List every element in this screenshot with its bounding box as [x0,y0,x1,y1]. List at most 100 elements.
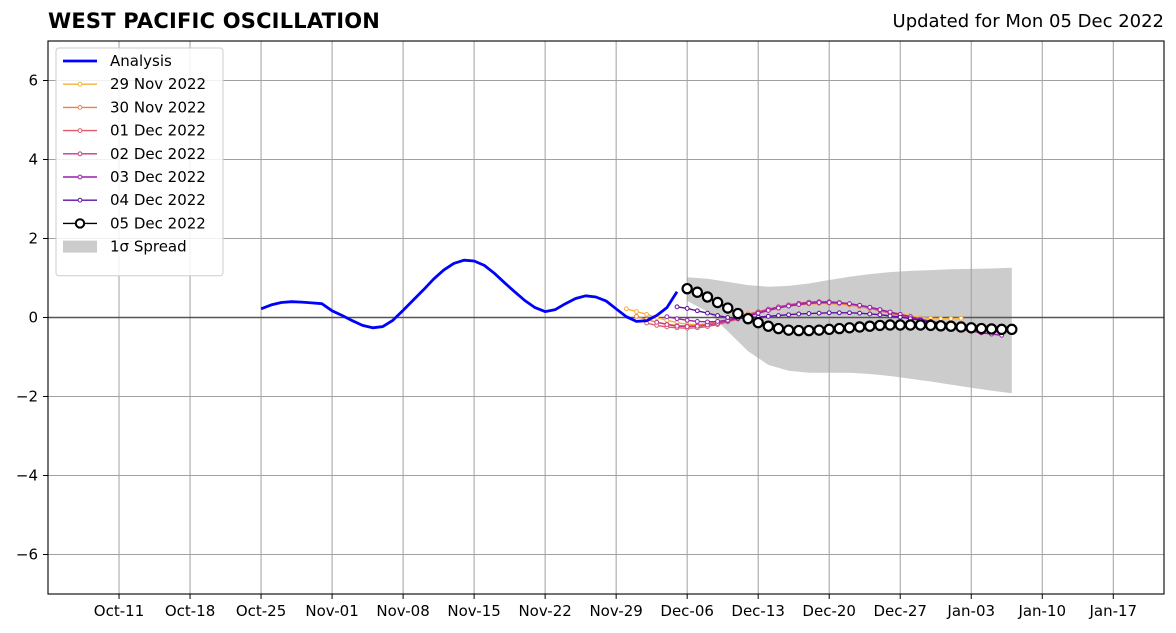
legend-marker [77,81,83,87]
data-point [985,323,998,335]
data-point [904,319,917,331]
data-point [948,316,954,322]
data-point [634,309,639,314]
legend-label: 30 Nov 2022 [110,98,206,116]
x-tick-label: Nov-01 [305,602,358,620]
data-point [806,311,812,316]
series-05-dec-2022 [681,282,1018,337]
data-point [705,319,710,325]
legend-item: 30 Nov 2022 [63,98,206,116]
data-point [681,282,693,295]
legend-item: 1σ Spread [63,238,187,256]
y-tick-label: −6 [16,546,38,564]
data-point [793,324,805,337]
data-point [995,323,1008,336]
data-point [965,322,977,334]
data-point [935,320,947,332]
data-point [847,310,852,316]
data-point [884,319,896,331]
data-point [816,310,822,316]
data-point [796,311,802,317]
data-point [715,313,720,318]
data-point [644,311,649,317]
x-tick-label: Dec-13 [731,602,785,620]
data-point [674,316,680,322]
legend-item: Analysis [63,52,172,70]
data-point [786,303,792,309]
x-tick-label: Jan-10 [1017,602,1066,620]
data-point [857,310,863,316]
data-point [705,310,710,316]
legend-item: 02 Dec 2022 [63,145,206,163]
legend-box [55,47,224,277]
data-point [806,300,812,306]
data-point [867,304,873,310]
data-point [623,306,629,312]
x-tick-label: Nov-15 [447,602,500,620]
legend-label: 05 Dec 2022 [110,214,206,232]
x-tick-label: Dec-27 [873,602,927,620]
legend-label: 29 Nov 2022 [110,75,206,93]
x-tick-label: Dec-20 [802,602,856,620]
x-tick-label: Oct-18 [165,602,215,620]
data-point [958,315,964,321]
y-tick-label: −4 [16,467,38,485]
data-point [674,323,680,329]
x-tick-label: Jan-17 [1088,602,1137,620]
legend-label: 02 Dec 2022 [110,145,206,163]
x-tick-label: Nov-08 [376,602,429,620]
data-point [857,302,863,308]
data-point [701,291,714,303]
legend-marker [77,151,83,157]
data-point [887,309,893,315]
y-tick-label: 0 [28,309,38,327]
legend-marker [77,174,83,180]
data-point [715,319,720,324]
data-point [914,319,927,331]
legend-item: 29 Nov 2022 [63,75,206,93]
data-point [654,319,660,325]
legend-label: 03 Dec 2022 [110,168,206,186]
data-point [877,312,883,318]
data-point [847,301,852,307]
data-point [796,302,802,307]
data-point [674,304,680,310]
data-point [684,317,690,323]
y-tick-label: 4 [28,151,38,169]
chart-title: WEST PACIFIC OSCILLATION [48,9,381,33]
legend-label: 1σ Spread [110,238,187,256]
data-point [826,300,832,305]
legend-marker [77,128,83,134]
data-point [897,314,903,320]
series-analysis [260,258,679,330]
data-point [803,324,815,337]
legend-swatch [63,240,97,253]
data-point [945,320,957,332]
data-point [684,324,690,329]
chart-subtitle: Updated for Mon 05 Dec 2022 [892,11,1164,32]
legend-item: 05 Dec 2022 [63,214,206,232]
x-tick-label: Oct-11 [94,602,144,620]
data-point [772,322,785,335]
data-point [664,314,670,320]
y-tick-label: 6 [28,72,38,90]
data-point [725,315,731,320]
x-tick-label: Nov-22 [518,602,571,620]
data-point [765,307,771,313]
legend-label: 04 Dec 2022 [110,191,206,209]
x-tick-label: Oct-25 [236,602,286,620]
data-point [776,313,781,318]
data-point [864,320,876,332]
y-tick-label: −2 [16,388,38,406]
data-point [816,300,822,305]
data-point [684,306,690,311]
x-tick-label: Nov-29 [589,602,642,620]
data-point [776,305,781,311]
legend-item: 01 Dec 2022 [63,122,206,140]
data-point [694,319,700,324]
data-point [711,296,724,309]
data-point [833,322,846,335]
data-point [894,319,906,331]
data-point [765,313,771,319]
data-point [694,323,700,329]
